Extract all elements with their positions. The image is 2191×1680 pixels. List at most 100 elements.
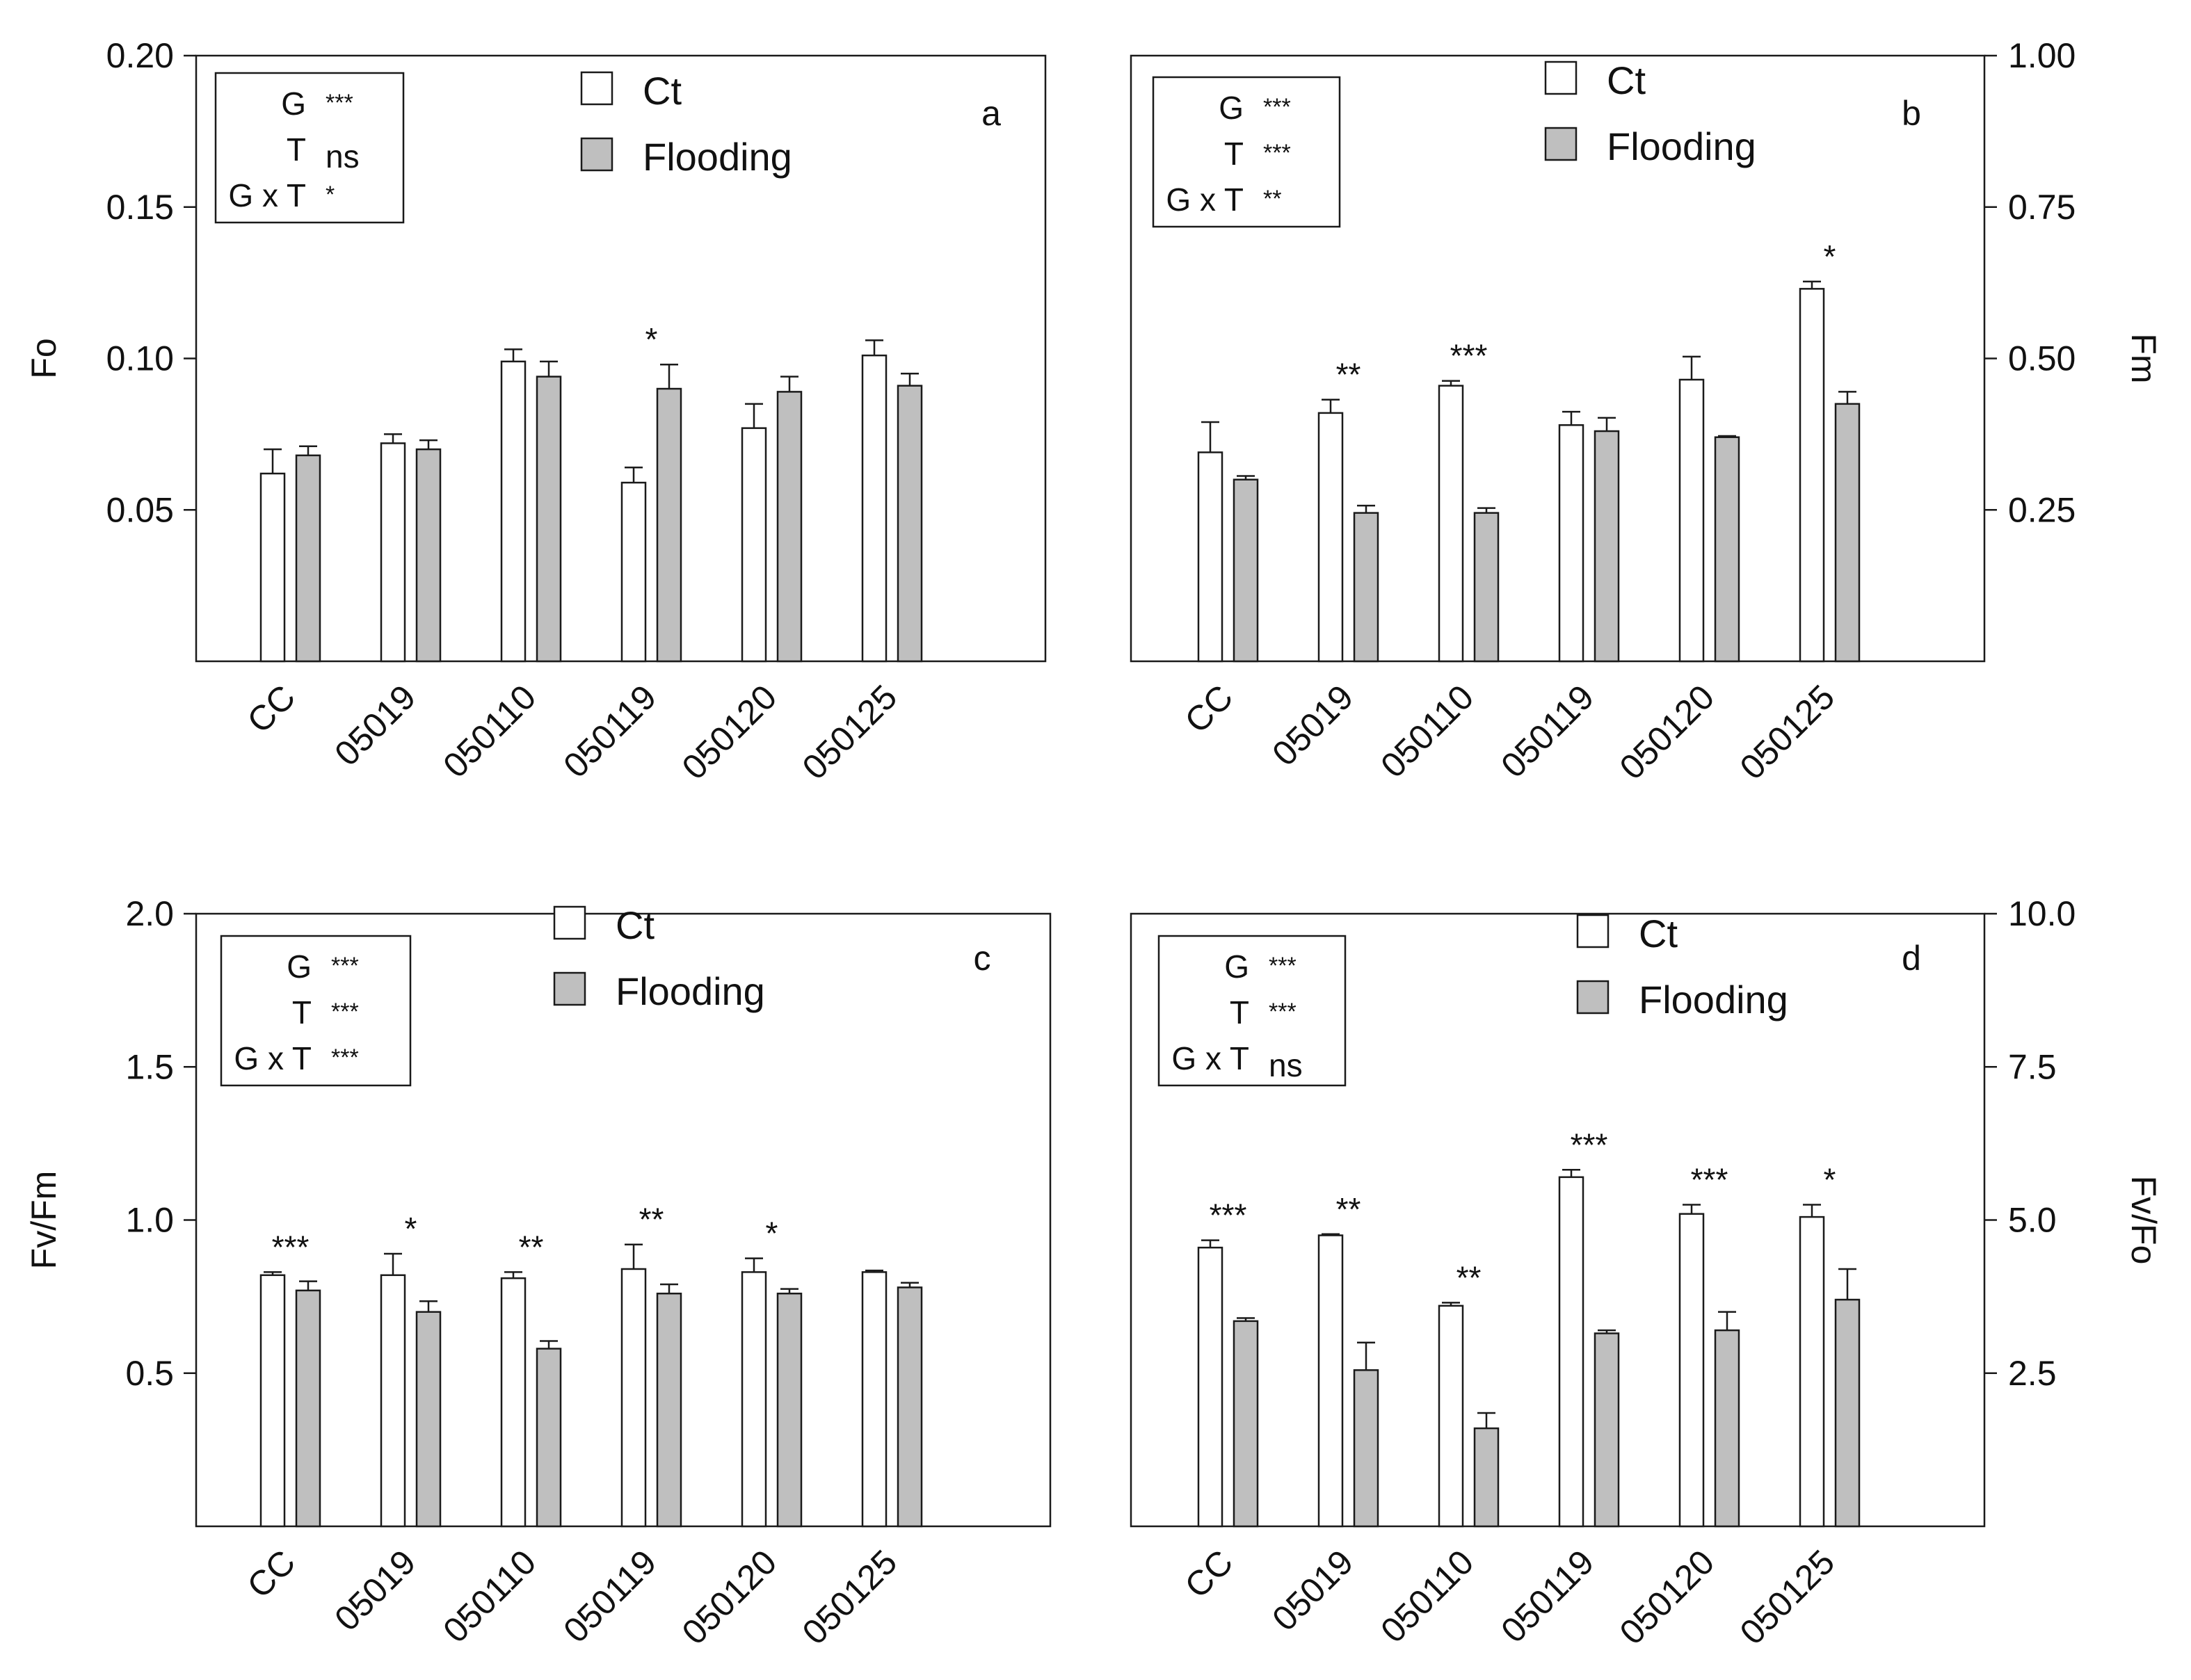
- bar-flooding: [295, 454, 321, 663]
- bar-flooding: [415, 448, 442, 663]
- bar-ct: [1799, 288, 1825, 663]
- y-tick-label: 5.0: [2008, 1201, 2057, 1240]
- category-label: 050120: [1612, 1542, 1722, 1652]
- category-label: CC: [240, 677, 303, 741]
- bar-ct: [620, 481, 647, 663]
- stat-value: ***: [1263, 140, 1291, 166]
- stats-box: [1152, 76, 1341, 228]
- category-label: 050120: [675, 1542, 785, 1652]
- legend-swatch-ct: [580, 71, 613, 106]
- bar-ct: [1438, 1305, 1464, 1528]
- bar-ct: [1317, 412, 1344, 663]
- bar-flooding: [1714, 436, 1740, 663]
- significance-mark: ***: [1210, 1197, 1247, 1234]
- category-label: 05019: [327, 1542, 423, 1638]
- y-tick-label: 0.05: [106, 490, 174, 529]
- bar-flooding: [1353, 1369, 1379, 1528]
- category-label: CC: [1178, 1542, 1241, 1606]
- category-label: 050110: [435, 1542, 543, 1650]
- category-label: 050110: [1373, 1542, 1481, 1650]
- bar-flooding: [1594, 430, 1620, 663]
- bar-ct: [1438, 385, 1464, 663]
- stat-value: ***: [331, 999, 359, 1025]
- bar-ct: [380, 442, 406, 663]
- bar-flooding: [656, 1292, 682, 1528]
- stat-label: T: [1224, 136, 1244, 172]
- legend-swatch-flooding: [1544, 127, 1578, 161]
- bar-flooding: [1233, 478, 1259, 663]
- y-axis-title: Fo: [24, 338, 63, 378]
- legend-swatch-flooding: [553, 971, 586, 1006]
- y-axis-title: Fm: [2124, 333, 2163, 383]
- category-label: 050125: [1733, 1542, 1843, 1652]
- stats-box: [214, 72, 405, 224]
- category-label: 050120: [675, 677, 785, 787]
- legend-swatch-ct: [1576, 914, 1610, 948]
- y-tick-label: 7.5: [2008, 1047, 2057, 1086]
- stat-value: ***: [331, 953, 359, 979]
- stat-value: **: [1263, 186, 1281, 212]
- significance-mark: *: [1824, 239, 1836, 275]
- y-tick-label: 1.00: [2008, 36, 2076, 75]
- stat-value: *: [326, 181, 335, 208]
- significance-mark: *: [1824, 1161, 1836, 1197]
- stat-label: G x T: [1166, 181, 1244, 218]
- y-axis-title: Fv/Fo: [2124, 1176, 2163, 1265]
- panel-letter: c: [974, 939, 991, 978]
- category-label: 050119: [1493, 1542, 1601, 1650]
- bar-ct: [1558, 1176, 1584, 1528]
- bar-ct: [500, 360, 527, 663]
- category-label: 05019: [1265, 677, 1361, 773]
- y-tick-label: 2.5: [2008, 1354, 2057, 1393]
- significance-mark: *: [645, 321, 658, 357]
- bar-ct: [1678, 1213, 1705, 1528]
- bar-flooding: [1834, 1298, 1861, 1528]
- stats-box: [220, 935, 412, 1087]
- bar-ct: [500, 1277, 527, 1528]
- stat-value: ns: [326, 138, 360, 175]
- legend-label: Ct: [643, 69, 682, 113]
- bar-flooding: [1473, 1427, 1500, 1528]
- panel-letter: b: [1902, 94, 1921, 133]
- legend-swatch-ct: [1544, 60, 1578, 95]
- legend-label: Ct: [616, 903, 655, 947]
- bar-flooding: [1594, 1332, 1620, 1528]
- significance-mark: *: [766, 1215, 778, 1252]
- bar-ct: [1197, 451, 1223, 663]
- stat-label: G x T: [228, 177, 306, 213]
- category-label: 050120: [1612, 677, 1722, 787]
- bar-ct: [1799, 1215, 1825, 1528]
- stat-value: ns: [1269, 1047, 1303, 1083]
- bar-ct: [1678, 378, 1705, 663]
- significance-mark: *: [405, 1211, 417, 1247]
- stat-label: G x T: [234, 1040, 312, 1076]
- stat-label: G: [1219, 90, 1244, 126]
- legend-label: Flooding: [1639, 978, 1788, 1021]
- category-label: 050125: [795, 1542, 905, 1652]
- stat-label: T: [292, 994, 312, 1031]
- panel-letter: a: [981, 94, 1001, 133]
- y-tick-label: 2.0: [125, 894, 174, 933]
- stat-value: ***: [331, 1044, 359, 1071]
- category-label: 050110: [435, 677, 543, 785]
- y-tick-label: 0.25: [2008, 490, 2076, 529]
- stat-value: ***: [1269, 953, 1297, 979]
- legend-label: Flooding: [1607, 124, 1756, 168]
- category-label: 050110: [1373, 677, 1481, 785]
- legend-label: Flooding: [616, 969, 765, 1013]
- legend-label: Ct: [1607, 58, 1646, 102]
- bar-flooding: [536, 375, 562, 663]
- bar-flooding: [1233, 1320, 1259, 1528]
- legend-swatch-flooding: [580, 137, 613, 172]
- y-tick-label: 0.10: [106, 339, 174, 378]
- stat-label: T: [287, 131, 306, 168]
- bar-flooding: [897, 385, 923, 663]
- y-tick-label: 0.20: [106, 36, 174, 75]
- bar-ct: [620, 1268, 647, 1528]
- stat-label: G x T: [1171, 1040, 1249, 1076]
- y-tick-label: 1.5: [125, 1047, 174, 1086]
- stat-label: T: [1230, 994, 1249, 1031]
- bar-ct: [380, 1274, 406, 1528]
- bar-flooding: [776, 1292, 803, 1528]
